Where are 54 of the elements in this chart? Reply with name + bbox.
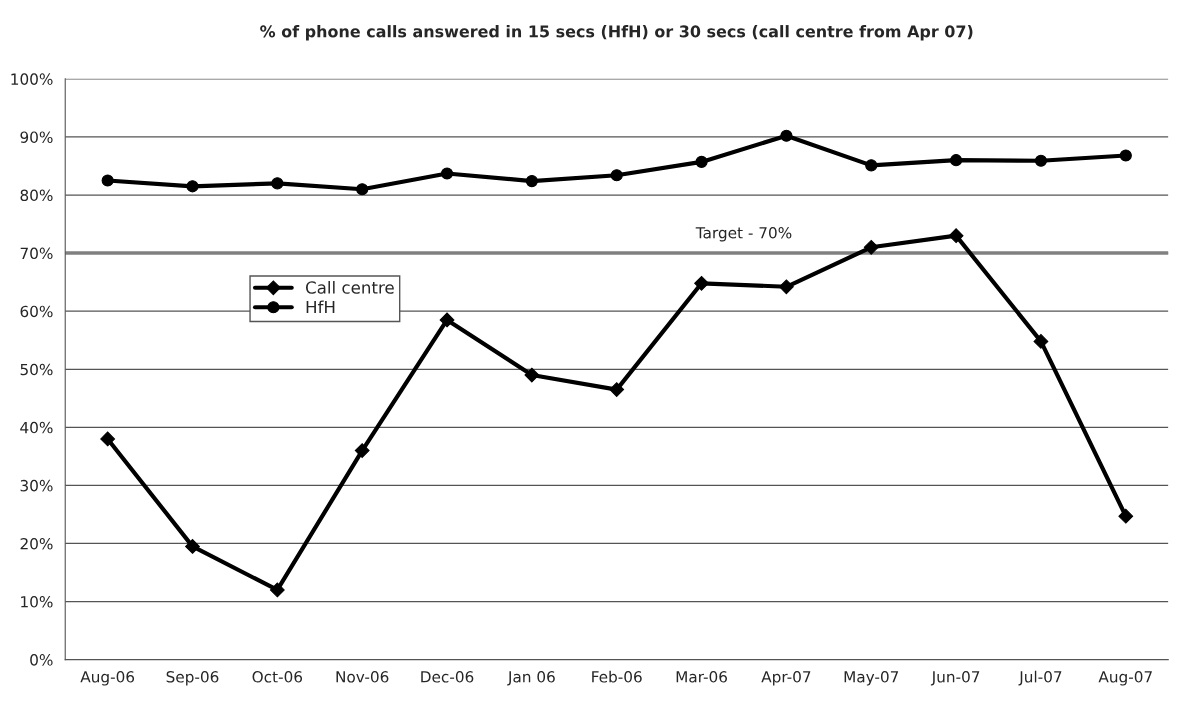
y-tick-label: 60% xyxy=(20,305,53,318)
point xyxy=(524,367,540,383)
point xyxy=(609,382,625,397)
x-tick-label: Feb-06 xyxy=(592,670,642,683)
y-tick-label: 100% xyxy=(11,73,53,85)
x-tick-label: Oct-06 xyxy=(252,671,303,683)
y-tick-label: 30% xyxy=(20,479,53,492)
point xyxy=(525,175,538,188)
point xyxy=(186,180,199,193)
point xyxy=(694,275,709,291)
chart-title: % of phone calls answered in 15 secs (HfH) or 30 secs (call centre from Apr 07) xyxy=(260,25,973,41)
x-tick-label: Apr-07 xyxy=(761,671,811,686)
point xyxy=(948,228,964,244)
y-tick-label: 20% xyxy=(20,537,53,550)
x-tick-label: Sep-06 xyxy=(166,671,219,686)
point xyxy=(780,129,793,142)
point xyxy=(269,582,285,598)
legend-label: Call centre xyxy=(305,280,394,294)
point xyxy=(185,539,200,554)
x-tick-label: May-07 xyxy=(844,671,899,686)
x-tick-label: Mar-06 xyxy=(676,671,728,683)
point xyxy=(100,431,116,447)
point xyxy=(1034,154,1048,167)
y-tick-label: 90% xyxy=(20,131,53,143)
x-tick-label: Jul-07 xyxy=(1018,670,1062,686)
y-tick-label: 10% xyxy=(21,596,53,608)
point xyxy=(356,183,369,196)
point xyxy=(610,169,623,182)
point xyxy=(865,159,878,172)
ref-line-label: Target - 70% xyxy=(695,226,792,242)
x-tick-label: Jan 06 xyxy=(507,671,555,686)
point xyxy=(695,155,708,168)
point xyxy=(354,443,370,458)
legend-label: HfH xyxy=(306,300,335,314)
y-tick-label: 40% xyxy=(20,421,53,434)
point xyxy=(950,154,963,167)
x-tick-label: Aug-06 xyxy=(80,671,135,686)
x-tick-label: Aug-07 xyxy=(1098,671,1152,686)
point xyxy=(1118,508,1134,524)
point xyxy=(1119,149,1132,162)
x-tick-label: Jun-07 xyxy=(930,671,980,686)
x-tick-label: Dec-06 xyxy=(421,671,474,683)
point xyxy=(439,312,455,328)
point xyxy=(863,239,879,255)
x-tick-label: Nov-06 xyxy=(336,671,389,683)
point xyxy=(271,177,284,190)
y-tick-label: 70% xyxy=(20,247,53,260)
y-tick-label: 80% xyxy=(20,189,53,202)
point xyxy=(440,167,454,180)
point xyxy=(101,174,114,187)
y-tick-label: 0% xyxy=(30,654,53,666)
point xyxy=(1033,333,1049,349)
y-tick-label: 50% xyxy=(20,363,53,376)
point xyxy=(779,279,794,295)
